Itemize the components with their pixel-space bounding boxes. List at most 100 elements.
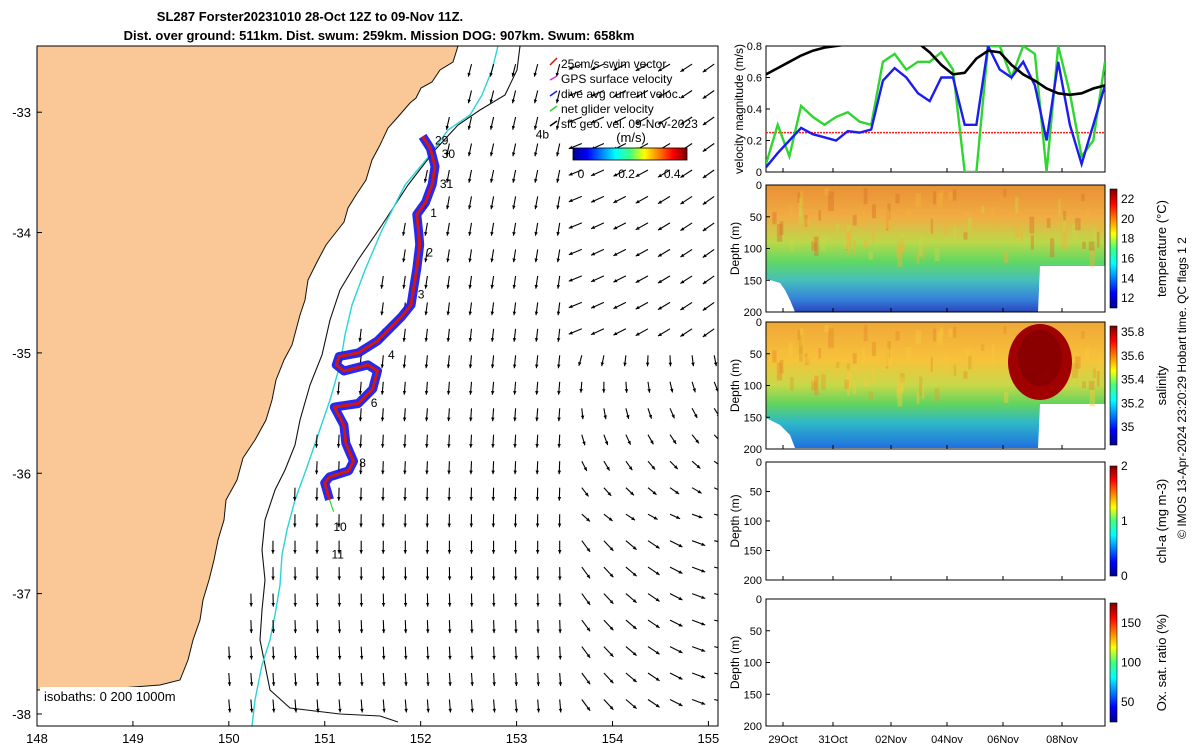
velocity-vector-head <box>423 178 428 183</box>
profile-streak <box>886 349 889 369</box>
velocity-vector-head <box>271 603 275 607</box>
velocity-vector-head <box>535 364 539 369</box>
velocity-vector <box>714 513 718 516</box>
velocity-vector-head <box>678 702 683 706</box>
velocity-vector-head <box>381 523 385 528</box>
velocity-vector-head <box>535 550 540 554</box>
velocity-vector-head <box>403 523 407 528</box>
velocity-vector-head <box>675 490 680 494</box>
profile-streak <box>797 329 801 341</box>
velocity-vector-head <box>381 497 385 501</box>
velocity-vector-head <box>382 682 386 686</box>
velocity-vector-head <box>680 253 685 258</box>
velocity-vector-head <box>658 94 662 98</box>
velocity-vector-head <box>702 121 707 126</box>
velocity-vector-head <box>701 569 706 573</box>
velocity-vector-head <box>511 72 515 77</box>
velocity-vector-head <box>469 417 473 422</box>
profile-streak <box>868 251 873 260</box>
profile-streak <box>824 188 829 196</box>
velocity-vector <box>625 725 627 726</box>
velocity-vector-head <box>382 735 386 739</box>
velocity-vector-head <box>425 603 430 607</box>
profile-streak <box>871 342 876 356</box>
profile-streak <box>1046 218 1051 228</box>
velocity-vector-head <box>691 362 695 367</box>
velocity-vector-head <box>315 603 319 607</box>
velocity-vector-head <box>512 311 517 316</box>
velocity-vector-head <box>402 364 407 369</box>
velocity-vector-head <box>715 388 718 392</box>
velocity-vector-head <box>655 571 660 575</box>
velocity-vector-head <box>535 444 539 448</box>
profile-streak <box>895 331 900 341</box>
profile-streak <box>906 208 912 222</box>
velocity-vector-head <box>512 258 516 263</box>
velocity-vector-head <box>586 548 591 552</box>
depth-tick-label: 50 <box>750 487 762 499</box>
velocity-vector <box>713 408 718 416</box>
velocity-vector-head <box>533 99 538 104</box>
velocity-vector-head <box>583 467 587 471</box>
salinity-high-core <box>1018 330 1062 386</box>
velocity-vector-head <box>470 603 474 607</box>
profile-streak <box>916 391 920 404</box>
map-xtick-label: 151 <box>314 731 336 746</box>
velocity-vector-head <box>426 682 430 686</box>
velocity-vector <box>670 725 672 726</box>
profile-streak <box>824 325 829 333</box>
profile-streak <box>779 221 784 235</box>
velocity-vector-head <box>271 655 276 660</box>
velocity-vector-head <box>491 497 495 501</box>
velocity-vector-head <box>591 199 596 203</box>
velocity-vector-head <box>402 391 407 395</box>
velocity-vector-head <box>271 576 275 581</box>
velocity-vector-head <box>635 279 640 283</box>
profile-streak <box>919 237 923 257</box>
velocity-vector-head <box>534 231 538 236</box>
profile-streak <box>964 349 970 357</box>
profile-streak <box>863 240 869 248</box>
velocity-vector-head <box>424 364 429 369</box>
profile-streak <box>931 225 935 235</box>
velocity-vector-head <box>513 391 517 395</box>
velocity-vector-head <box>293 497 297 501</box>
velocity-vector-head <box>606 466 610 471</box>
velocity-vector-head <box>613 305 618 309</box>
velocity-vector-head <box>381 603 386 607</box>
velocity-vector-head <box>658 279 662 284</box>
velocity-vector-head <box>403 444 407 448</box>
legend-current: dive avg current veloc. <box>561 87 681 101</box>
velocity-vector-head <box>556 178 560 183</box>
velocity-vector-head <box>534 152 538 157</box>
velocity-vector-head <box>658 332 662 336</box>
velocity-vector-head <box>586 600 591 605</box>
velocity-vector-head <box>337 576 341 581</box>
velocity-vector-head <box>591 278 596 282</box>
profile-streak <box>852 379 856 395</box>
velocity-vector <box>581 725 583 726</box>
profile-streak <box>868 391 873 400</box>
velocity-vector-head <box>692 388 696 393</box>
velocity-vector-head <box>337 550 341 554</box>
profile-streak <box>886 209 889 229</box>
profile-streak <box>814 375 819 396</box>
velocity-vector-head <box>467 99 471 104</box>
velocity-vector-head <box>724 727 728 730</box>
profile-streak <box>846 376 850 396</box>
colorbar-label: salinity <box>1154 365 1169 405</box>
velocity-vector-head <box>338 708 342 713</box>
velocity-vector-head <box>469 550 474 554</box>
velocity-vector-head <box>635 332 640 336</box>
velocity-vector-head <box>628 466 633 471</box>
profile-streak <box>1003 325 1007 334</box>
velocity-vector-head <box>492 682 496 686</box>
velocity-vector-head <box>534 178 538 183</box>
velocity-vector-head <box>380 284 384 289</box>
velocity-vector-head <box>600 362 605 367</box>
colorbar-tick-label: 0 <box>1121 569 1128 583</box>
velocity-vector-head <box>446 364 451 369</box>
profile-streak <box>804 356 810 364</box>
velocity-vector-head <box>627 440 631 445</box>
velocity-vector-head <box>490 338 495 342</box>
